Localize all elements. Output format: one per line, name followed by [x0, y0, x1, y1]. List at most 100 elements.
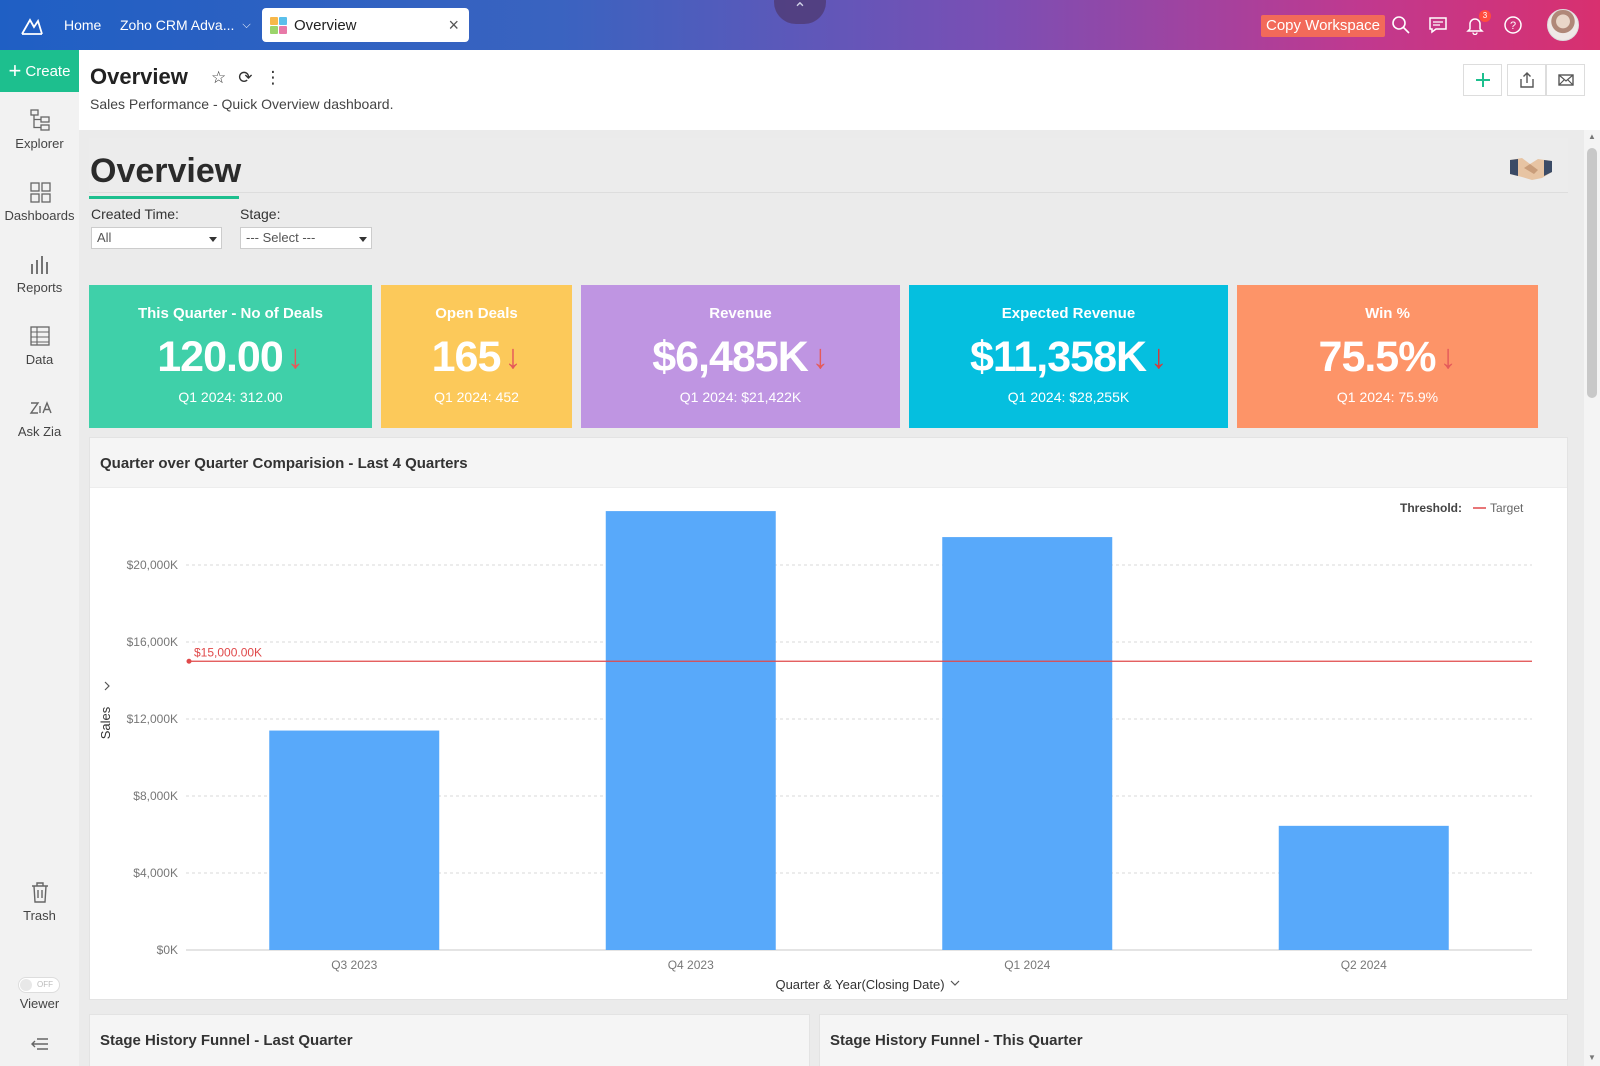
- kpi-card-win-percent[interactable]: Win % 75.5% ↓ Q1 2024: 75.9%: [1237, 285, 1538, 428]
- chart-header: Quarter over Quarter Comparision - Last …: [90, 438, 1567, 488]
- kpi-value-row: 120.00 ↓: [89, 333, 372, 382]
- kpi-card-deals[interactable]: This Quarter - No of Deals 120.00 ↓ Q1 2…: [89, 285, 372, 428]
- sidebar-item-label: Data: [25, 352, 54, 367]
- sidebar-item-dashboards[interactable]: Dashboards: [0, 180, 79, 223]
- sidebar-item-label: Explorer: [15, 136, 64, 151]
- threshold-label: $15,000.00K: [194, 645, 262, 659]
- x-tick-label: Q4 2023: [668, 958, 714, 972]
- y-tick-label: $4,000K: [133, 866, 178, 880]
- explorer-icon: [29, 109, 50, 131]
- y-axis-title: Sales: [98, 706, 113, 739]
- scroll-up-arrow-icon[interactable]: ▲: [1588, 132, 1596, 141]
- create-label: Create: [25, 62, 71, 80]
- dashboard-title: Overview: [90, 152, 242, 190]
- kpi-label: Open Deals: [435, 305, 518, 322]
- favorite-star-icon[interactable]: ☆: [211, 68, 227, 87]
- x-tick-label: Q1 2024: [1004, 958, 1050, 972]
- collapse-handle-icon[interactable]: ⌃: [774, 0, 826, 24]
- left-sidebar: + Create Explorer Dashboards Reports D: [0, 50, 79, 1066]
- dropdown-arrow-icon: [359, 237, 367, 242]
- kpi-comparison: Q1 2024: 75.9%: [1336, 389, 1439, 405]
- select-value: All: [97, 230, 112, 245]
- sidebar-item-ask-zia[interactable]: Ask Zia: [0, 396, 79, 439]
- sidebar-item-trash[interactable]: Trash: [0, 880, 79, 923]
- sidebar-item-reports[interactable]: Reports: [0, 252, 79, 295]
- notification-bell-icon[interactable]: [1465, 15, 1485, 35]
- page-header: Overview ☆ ⟳ ⋮ Sales Performance - Quick…: [79, 50, 1600, 130]
- home-link[interactable]: Home: [64, 17, 102, 33]
- close-icon[interactable]: ×: [448, 15, 459, 35]
- collapse-sidebar-button[interactable]: [0, 1035, 79, 1057]
- search-icon[interactable]: [1391, 15, 1411, 35]
- email-button[interactable]: [1546, 64, 1585, 96]
- kpi-card-expected-revenue[interactable]: Expected Revenue $11,358K ↓ Q1 2024: $28…: [909, 285, 1228, 428]
- reports-icon: [30, 256, 48, 274]
- down-arrow-icon: ↓: [811, 338, 829, 376]
- bar-chart: $0K $4,000K $8,000K $12,000K $16,000K $20,000…: [98, 501, 1532, 992]
- copy-workspace-button[interactable]: Copy Workspace: [1261, 15, 1385, 37]
- kpi-value-row: $11,358K ↓: [909, 333, 1228, 382]
- sidebar-item-label: Dashboards: [4, 208, 75, 223]
- trash-icon: [31, 882, 48, 903]
- refresh-icon[interactable]: ⟳: [238, 68, 253, 87]
- down-arrow-icon: ↓: [504, 338, 522, 376]
- stage-select[interactable]: --- Select ---: [240, 227, 372, 249]
- kpi-card-open-deals[interactable]: Open Deals 165 ↓ Q1 2024: 452: [381, 285, 572, 428]
- email-icon: [1557, 74, 1574, 86]
- dashboards-icon: [29, 182, 51, 203]
- chart-title: Quarter over Quarter Comparision - Last …: [100, 455, 468, 472]
- kpi-label: Win %: [1365, 305, 1410, 322]
- data-table-icon: [29, 326, 50, 346]
- kpi-card-revenue[interactable]: Revenue $6,485K ↓ Q1 2024: $21,422K: [581, 285, 900, 428]
- x-tick-label: Q3 2023: [331, 958, 377, 972]
- comments-icon[interactable]: [1428, 15, 1448, 35]
- zoho-analytics-logo-icon[interactable]: [20, 14, 44, 36]
- sidebar-item-label: Ask Zia: [17, 424, 62, 439]
- sidebar-item-data[interactable]: Data: [0, 324, 79, 367]
- tab-label: Overview: [294, 16, 357, 34]
- down-arrow-icon: ↓: [286, 338, 304, 376]
- help-icon[interactable]: ?: [1503, 15, 1523, 35]
- sidebar-item-explorer[interactable]: Explorer: [0, 108, 79, 151]
- scroll-down-arrow-icon[interactable]: ▼: [1588, 1053, 1596, 1062]
- kpi-comparison: Q1 2024: $21,422K: [679, 389, 802, 405]
- legend-label: Target: [1490, 501, 1524, 515]
- kpi-comparison: Q1 2024: 452: [434, 389, 519, 405]
- scrollbar-thumb[interactable]: [1587, 148, 1597, 398]
- viewer-label: Viewer: [19, 996, 60, 1011]
- filter-stage: Stage: --- Select ---: [240, 206, 372, 249]
- kpi-value: 165: [431, 333, 502, 381]
- vertical-scrollbar[interactable]: ▲ ▼: [1584, 130, 1600, 1066]
- tab-overview[interactable]: Overview ×: [262, 8, 469, 42]
- kpi-value: $6,485K: [652, 333, 809, 381]
- dashboard-tab-icon: [270, 16, 287, 34]
- x-axis-title: Quarter & Year(Closing Date): [775, 977, 944, 992]
- create-button[interactable]: + Create: [0, 50, 79, 92]
- workspace-name: Zoho CRM Adva...: [120, 17, 235, 33]
- kpi-label: Revenue: [709, 305, 772, 322]
- filter-bar: Created Time: All Stage: --- Select ---: [91, 206, 372, 249]
- y-tick-label: $12,000K: [127, 712, 178, 726]
- filter-created-time: Created Time: All: [91, 206, 222, 249]
- legend-title: Threshold:: [1400, 501, 1462, 515]
- workspace-selector[interactable]: Zoho CRM Adva... ⌵: [120, 17, 251, 33]
- dashboard-canvas: Overview Created Time: All Stage: --- Se…: [79, 130, 1584, 1066]
- page-title: Overview: [90, 64, 188, 89]
- toggle-knob: [20, 979, 32, 991]
- created-time-select[interactable]: All: [91, 227, 222, 249]
- bar: [942, 537, 1113, 950]
- kpi-comparison: Q1 2024: 312.00: [178, 389, 283, 405]
- share-button[interactable]: [1507, 64, 1546, 96]
- kpi-value: 120.00: [157, 333, 284, 381]
- toggle-state: OFF: [37, 980, 53, 989]
- notification-badge: 3: [1479, 10, 1491, 22]
- plus-icon: [1475, 73, 1490, 87]
- user-avatar[interactable]: [1547, 9, 1579, 41]
- chart-card-quarter-comparison: Quarter over Quarter Comparision - Last …: [89, 437, 1568, 1000]
- chevron-right-icon: [104, 681, 110, 691]
- kpi-comparison: Q1 2024: $28,255K: [1007, 389, 1130, 405]
- add-widget-button[interactable]: [1463, 64, 1502, 96]
- chevron-down-icon: [950, 980, 960, 986]
- viewer-toggle[interactable]: OFF: [18, 977, 60, 993]
- more-options-icon[interactable]: ⋮: [264, 68, 282, 87]
